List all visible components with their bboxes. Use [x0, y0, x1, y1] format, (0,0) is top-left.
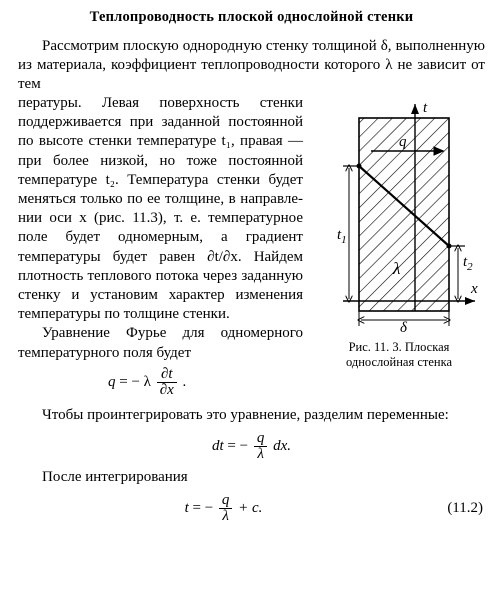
paragraph-3: Чтобы проинтегрировать это уравнение, ра…: [18, 406, 485, 425]
axis-x-label: x: [470, 281, 478, 297]
lambda-label: λ: [392, 259, 400, 278]
caption-line-1: Рис. 11. 3. Плоская: [349, 340, 450, 354]
page-title: Теплопроводность плоской однослойной сте…: [18, 8, 485, 27]
paragraph-1-start: Рассмотрим плоскую однородную стенку тол…: [18, 37, 485, 95]
q-label: q: [399, 134, 407, 150]
equation-2: dt = − qλ dx.: [18, 431, 485, 462]
axis-t-label: t: [423, 100, 428, 116]
equation-1: q = − λ ∂t∂x .: [18, 367, 485, 398]
paragraph-4: После интегрирования: [18, 468, 485, 487]
figure-caption: Рис. 11. 3. Плоская однослойная стенка: [313, 340, 485, 370]
content: Рассмотрим плоскую однородную стенку тол…: [18, 37, 485, 525]
caption-line-2: однослойная стенка: [346, 355, 452, 369]
figure-11-3: t x q t1 t2: [315, 96, 483, 336]
t1-label: t1: [337, 227, 347, 246]
equation-3-row: t = − qλ + c. (11.2): [18, 493, 485, 524]
t2-label: t2: [463, 254, 473, 273]
equation-3-number: (11.2): [429, 499, 485, 518]
delta-label: δ: [400, 320, 408, 336]
figure-block: t x q t1 t2: [313, 96, 485, 370]
equation-3: t = − qλ + c.: [18, 493, 429, 524]
text-figure-wrap: t x q t1 t2: [18, 94, 485, 404]
